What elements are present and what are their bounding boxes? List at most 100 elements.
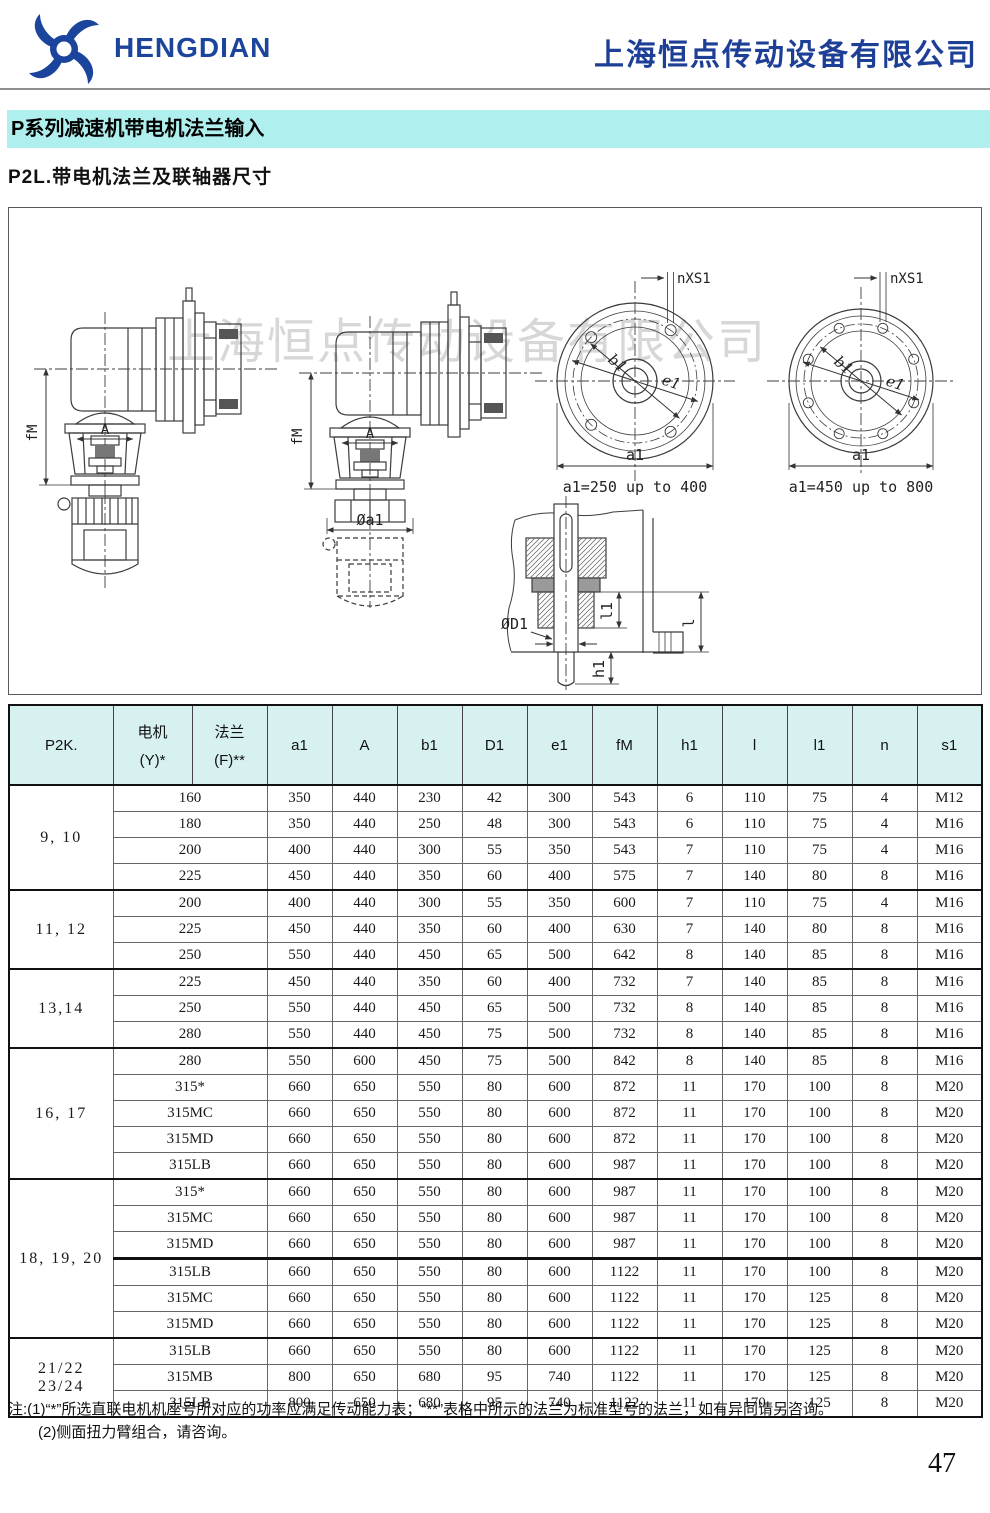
value-cell: 350	[396, 863, 463, 891]
value-cell: 85	[786, 995, 853, 1022]
dimension-table: P2K. 电机 (Y)* 法兰 (F)** a1 A b1 D1 e1 fM h…	[8, 704, 983, 1418]
value-cell: 650	[331, 1152, 398, 1180]
value-cell: 550	[396, 1152, 463, 1180]
watermark-text: 上海恒点传动设备有限公司	[167, 316, 767, 369]
dimension-table-wrap: P2K. 电机 (Y)* 法兰 (F)** a1 A b1 D1 e1 fM h…	[8, 704, 983, 1418]
value-cell: M20	[916, 1364, 983, 1391]
value-cell: M20	[916, 1100, 983, 1127]
value-cell: 140	[721, 968, 788, 996]
value-cell: 170	[721, 1337, 788, 1365]
label-l1: l1	[598, 602, 616, 620]
value-cell: 450	[396, 995, 463, 1022]
dimension-table-body: 9, 10 160 350 440 230 42 300 543 6 110 75 4 M12 180 35…	[8, 784, 983, 1418]
value-cell: 80	[461, 1152, 528, 1180]
motor-cell: 225	[112, 916, 268, 943]
company-name: 上海恒点传动设备有限公司	[594, 39, 978, 72]
table-row: 315MD 660 650 550 80 600 987 11 170 100 8 M20	[9, 1231, 983, 1259]
value-cell: 550	[396, 1231, 463, 1259]
value-cell: 4	[851, 784, 918, 812]
value-cell: M20	[916, 1205, 983, 1232]
value-cell: 440	[331, 784, 398, 812]
value-cell: 550	[266, 1021, 333, 1049]
table-row: 315* 660 650 550 80 600 872 11 170 100 8 M20	[9, 1074, 983, 1101]
value-cell: 660	[266, 1257, 333, 1286]
table-row: 315LB 800 650 680 95 740 1122 11 170 125 8 M20	[9, 1390, 983, 1418]
value-cell: 450	[396, 1047, 463, 1075]
value-cell: 80	[786, 916, 853, 943]
value-cell: 100	[786, 1257, 853, 1286]
value-cell: 80	[461, 1257, 528, 1286]
value-cell: 100	[786, 1074, 853, 1101]
label-dia-d1: ØD1	[501, 615, 528, 633]
value-cell: 11	[656, 1231, 723, 1259]
value-cell: 100	[786, 1178, 853, 1206]
motor-cell: 315MD	[112, 1231, 268, 1259]
value-cell: 170	[721, 1074, 788, 1101]
value-cell: 740	[526, 1364, 593, 1391]
value-cell: 125	[786, 1285, 853, 1312]
value-cell: 660	[266, 1100, 333, 1127]
value-cell: 170	[721, 1390, 788, 1418]
value-cell: 440	[331, 942, 398, 970]
motor-cell: 200	[112, 837, 268, 864]
value-cell: 550	[266, 942, 333, 970]
note-line-2: (2)侧面扭力臂组合，请咨询。	[38, 1424, 237, 1442]
value-cell: 440	[331, 811, 398, 838]
value-cell: 170	[721, 1257, 788, 1286]
value-cell: 400	[266, 889, 333, 917]
value-cell: 11	[656, 1285, 723, 1312]
value-cell: 650	[331, 1257, 398, 1286]
value-cell: 60	[461, 863, 528, 891]
value-cell: 1122	[591, 1311, 658, 1339]
value-cell: 11	[656, 1152, 723, 1180]
table-row: 200 400 440 300 55 350 543 7 110 75 4 M16	[9, 837, 983, 864]
value-cell: 6	[656, 784, 723, 812]
value-cell: 987	[591, 1231, 658, 1259]
value-cell: 65	[461, 995, 528, 1022]
col-header-flange: 法兰 (F)**	[191, 704, 268, 786]
value-cell: 650	[331, 1364, 398, 1391]
value-cell: M16	[916, 968, 983, 996]
value-cell: 85	[786, 968, 853, 996]
value-cell: 11	[656, 1178, 723, 1206]
flange-large-caption: a1=450 up to 800	[789, 478, 934, 496]
value-cell: M20	[916, 1257, 983, 1286]
table-row: 315LB 660 650 550 80 600 1122 11 170 100 8 M20	[9, 1257, 983, 1286]
value-cell: 500	[526, 1047, 593, 1075]
value-cell: 11	[656, 1205, 723, 1232]
group-label-cell: 13,14	[8, 968, 114, 1049]
value-cell: 110	[721, 811, 788, 838]
value-cell: M20	[916, 1178, 983, 1206]
value-cell: 8	[851, 1074, 918, 1101]
value-cell: 500	[526, 1021, 593, 1049]
value-cell: 400	[266, 837, 333, 864]
value-cell: 450	[266, 916, 333, 943]
value-cell: 8	[851, 968, 918, 996]
col-header-model: P2K.	[8, 704, 114, 786]
value-cell: 400	[526, 863, 593, 891]
value-cell: 550	[396, 1126, 463, 1153]
motor-cell: 315MC	[112, 1285, 268, 1312]
value-cell: 170	[721, 1100, 788, 1127]
value-cell: 872	[591, 1074, 658, 1101]
value-cell: 440	[331, 968, 398, 996]
value-cell: 550	[396, 1178, 463, 1206]
group-label-cell: 21/22 23/24	[8, 1337, 114, 1418]
table-row: 21/22 23/24 315LB 660 650 550 80 600 1122 11 170 1…	[8, 1337, 983, 1418]
value-cell: 140	[721, 1021, 788, 1049]
value-cell: 100	[786, 1100, 853, 1127]
value-cell: 7	[656, 863, 723, 891]
value-cell: 170	[721, 1231, 788, 1259]
col-header-motor: 电机 (Y)*	[112, 704, 193, 786]
value-cell: 60	[461, 916, 528, 943]
value-cell: 650	[331, 1337, 398, 1365]
value-cell: 100	[786, 1231, 853, 1259]
motor-cell: 315MC	[112, 1100, 268, 1127]
series-title-bar: P系列减速机带电机法兰输入	[7, 110, 990, 148]
value-cell: 11	[656, 1126, 723, 1153]
value-cell: 660	[266, 1152, 333, 1180]
table-row: 315MC 660 650 550 80 600 987 11 170 100 8 M20	[9, 1205, 983, 1232]
group-label-cell: 18, 19, 20	[8, 1178, 114, 1339]
motor-cell: 315MB	[112, 1364, 268, 1391]
value-cell: M20	[916, 1074, 983, 1101]
